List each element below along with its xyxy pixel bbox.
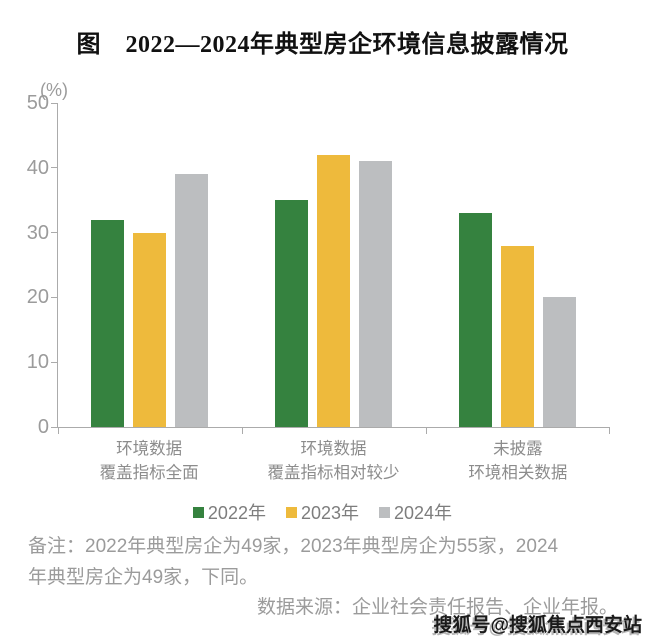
watermark-text: 搜狐号@搜狐焦点西安站 [433,615,642,636]
y-tick-mark-20 [51,296,57,298]
category-label-3: 未披露 环境相关数据 [468,440,568,482]
bar-2022年-group1 [91,219,125,427]
footnote: 备注：2022年典型房企为49家，2023年典型房企为55家，2024 年典型房… [28,531,628,593]
bar-group-3 [426,103,610,427]
bar-2022年-group2 [275,200,309,427]
bar-2023年-group2 [317,154,351,427]
x-tick-mark-0 [58,427,59,434]
legend-item-2022年: 2022年 [192,499,266,525]
y-tick-label-20: 20 [26,286,49,309]
bar-2024年-group2 [359,161,393,427]
y-axis-unit-label: (%) [40,80,68,100]
x-tick-mark-3 [609,427,610,434]
category-label-2: 环境数据 覆盖指标相对较少 [267,440,400,482]
y-tick-label-40: 40 [26,156,49,179]
y-tick-mark-50 [51,102,57,104]
bar-group-2 [242,103,426,427]
y-tick-label-10: 10 [26,351,49,374]
footnote-line-1: 备注：2022年典型房企为49家，2023年典型房企为55家，2024 [28,536,559,557]
bar-2023年-group1 [133,232,167,427]
category-labels: 环境数据 覆盖指标全面 环境数据 覆盖指标相对较少 未披露 环境相关数据 [57,437,610,485]
plot-area: 0 10 20 30 40 50 [27,93,610,437]
data-source-line: 数据来源：企业社会责任报告、企业年报。 [257,597,619,618]
y-tick-label-30: 30 [26,221,49,244]
chart-title: 图 2022—2024年典型房企环境信息披露情况 [76,32,569,58]
y-tick-label-50: 50 [26,92,49,114]
bar-2024年-group1 [175,174,209,427]
y-tick-mark-0 [51,426,57,428]
bar-group-1 [58,103,242,427]
legend-label: 2023年 [300,503,360,523]
legend-label: 2022年 [207,503,266,523]
category-label-1: 环境数据 覆盖指标全面 [99,440,199,482]
legend-item-2024年: 2024年 [379,499,452,525]
bar-2022年-group3 [459,213,493,427]
x-tick-mark-2 [426,427,427,434]
bar-2023年-group3 [501,245,535,427]
legend: 2022年 2023年 2024年 [0,499,645,525]
x-tick-mark-1 [241,427,243,434]
y-tick-mark-10 [51,361,57,363]
footnote-line-2: 年典型房企为49家，下同。 [28,567,259,588]
y-tick-mark-30 [51,232,57,234]
legend-swatch-icon [285,506,297,518]
legend-swatch-icon [379,506,391,518]
legend-swatch-icon [192,506,204,518]
bar-2024年-group3 [543,297,577,427]
y-tick-label-0: 0 [37,416,49,438]
legend-label: 2024年 [394,503,453,523]
y-tick-mark-40 [51,167,57,169]
legend-item-2023年: 2023年 [285,499,360,525]
